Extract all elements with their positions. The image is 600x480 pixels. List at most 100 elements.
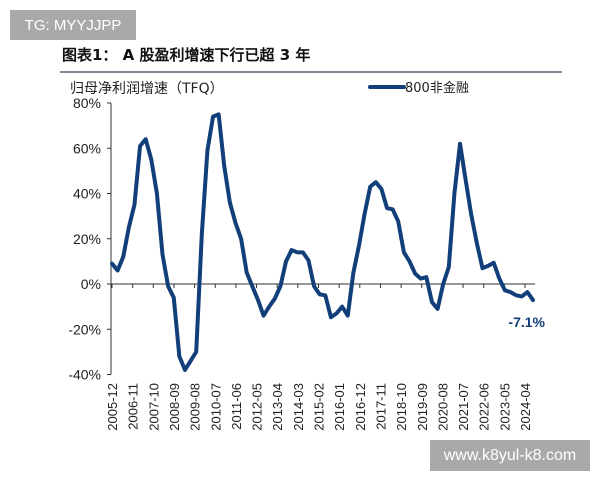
x-tick-label: 2022-06 [477, 383, 492, 431]
data-point [190, 360, 192, 362]
data-point [234, 222, 236, 224]
data-point [268, 306, 270, 308]
data-point [111, 263, 113, 265]
data-point [240, 238, 242, 240]
data-point [431, 301, 433, 303]
data-point [251, 285, 253, 287]
data-point [521, 295, 523, 297]
x-tick-label: 2023-05 [497, 383, 512, 431]
data-point [364, 213, 366, 215]
data-point [336, 312, 338, 314]
data-point [324, 294, 326, 296]
data-point [504, 289, 506, 291]
data-point [257, 299, 259, 301]
x-tick-label: 2024-04 [518, 383, 533, 431]
x-tick-label: 2011-06 [229, 383, 244, 430]
x-tick-label: 2006-11 [126, 383, 141, 430]
data-point [173, 297, 175, 299]
x-tick-label: 2017-11 [373, 383, 388, 430]
data-point [133, 204, 135, 206]
data-point [145, 138, 147, 140]
data-point [420, 278, 422, 280]
y-tick-label: 60% [73, 140, 101, 156]
data-point [409, 260, 411, 262]
data-point [481, 267, 483, 269]
data-point [392, 208, 394, 210]
data-point [437, 308, 439, 310]
watermark-top-left: TG: MYYJJPP [10, 10, 136, 40]
series-line-800 [110, 112, 535, 372]
y-tick-label: 20% [73, 231, 101, 247]
data-point [369, 186, 371, 188]
data-point [229, 202, 231, 204]
y-tick-label: 40% [73, 186, 101, 202]
data-point [352, 272, 354, 274]
data-point [515, 294, 517, 296]
x-tick-label: 2009-08 [188, 383, 203, 431]
watermark-bottom-right: www.k8yul-k8.com [430, 440, 590, 471]
data-point [526, 291, 528, 293]
x-tick-label: 2020-08 [435, 383, 450, 431]
x-tick-label: 2016-01 [332, 383, 347, 431]
data-point [223, 165, 225, 167]
data-point [307, 259, 309, 261]
data-point [274, 298, 276, 300]
data-point [279, 285, 281, 287]
x-tick-label: 2010-07 [208, 383, 223, 431]
end-value-label: -7.1% [508, 314, 545, 330]
x-tick-label: 2012-05 [250, 383, 265, 431]
data-point [358, 245, 360, 247]
data-point [122, 256, 124, 258]
data-point [403, 251, 405, 253]
y-tick-label: -40% [68, 367, 101, 383]
x-tick-label: 2007-10 [146, 383, 161, 431]
title-rule [60, 71, 562, 73]
x-tick-label: 2005-12 [105, 383, 120, 431]
data-point [212, 116, 214, 118]
data-point [414, 273, 416, 275]
x-tick-label: 2021-07 [456, 383, 471, 431]
data-point [459, 143, 461, 145]
data-point [128, 226, 130, 228]
x-tick-label: 2016-12 [353, 383, 368, 431]
x-tick-label: 2018-10 [394, 383, 409, 431]
y-tick-label: 0% [81, 276, 101, 292]
data-point [319, 293, 321, 295]
data-point [218, 113, 220, 115]
y-axis-label: 归母净利润增速（TFQ） [70, 80, 224, 97]
data-point [341, 306, 343, 308]
data-point [201, 233, 203, 235]
data-point [347, 315, 349, 317]
data-point [150, 159, 152, 161]
data-point [425, 276, 427, 278]
data-point [156, 193, 158, 194]
data-point [510, 291, 512, 293]
data-point [195, 351, 197, 353]
data-point [453, 193, 455, 194]
data-point [313, 285, 315, 287]
data-point [386, 207, 388, 209]
data-point [397, 221, 399, 223]
x-tick-label: 2008-09 [167, 383, 182, 431]
data-point [184, 369, 186, 371]
data-point [498, 278, 500, 280]
data-point [162, 254, 164, 256]
data-point [532, 299, 534, 301]
x-tick-label: 2019-09 [415, 383, 430, 431]
data-point [285, 260, 287, 262]
data-point [263, 315, 265, 317]
data-point [470, 214, 472, 216]
data-point [167, 285, 169, 287]
x-tick-label: 2013-04 [270, 383, 285, 431]
x-tick-label: 2015-02 [312, 383, 327, 431]
data-point [291, 249, 293, 251]
data-point [476, 242, 478, 244]
y-tick-label: -20% [68, 321, 101, 337]
data-point [206, 150, 208, 152]
data-point [493, 262, 495, 264]
data-point [178, 355, 180, 357]
data-point [465, 179, 467, 181]
data-point [448, 266, 450, 268]
data-point [442, 283, 444, 285]
